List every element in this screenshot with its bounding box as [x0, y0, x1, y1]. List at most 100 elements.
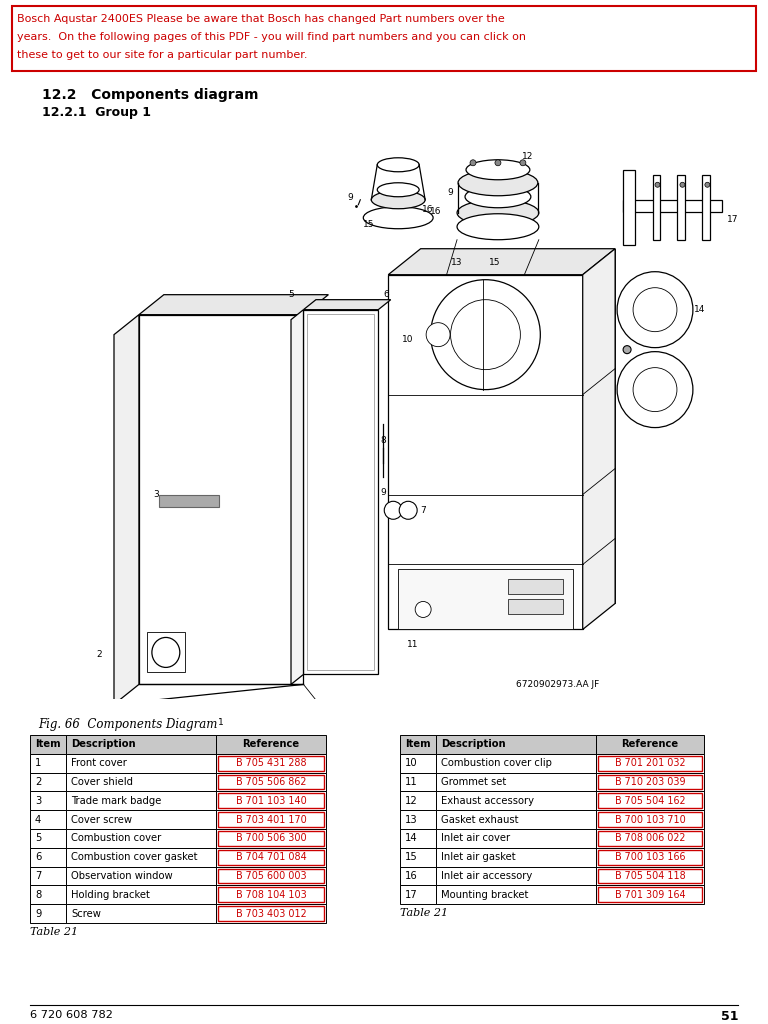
Text: Fig. 66  Components Diagram: Fig. 66 Components Diagram [38, 718, 217, 731]
Ellipse shape [377, 182, 419, 197]
Bar [703, 175, 710, 240]
Text: 9: 9 [35, 908, 41, 919]
Polygon shape [291, 309, 303, 684]
Bar [623, 200, 723, 212]
Bar [216, 810, 326, 829]
Text: Description: Description [71, 739, 136, 750]
Bar [139, 314, 303, 684]
Bar [400, 848, 436, 866]
Text: Observation window: Observation window [71, 871, 173, 881]
Bar [596, 866, 704, 886]
Text: B 701 201 032: B 701 201 032 [614, 758, 685, 768]
Circle shape [520, 160, 526, 166]
Circle shape [495, 160, 501, 166]
Polygon shape [583, 249, 615, 630]
Bar [596, 886, 704, 904]
Text: B 703 401 170: B 703 401 170 [236, 815, 306, 824]
Bar [147, 633, 185, 673]
Text: 5: 5 [289, 290, 294, 299]
Bar [216, 772, 326, 792]
Bar [66, 886, 216, 904]
Text: 1: 1 [218, 718, 224, 727]
Text: Table 21: Table 21 [30, 927, 78, 937]
Bar [216, 886, 326, 904]
Text: 6: 6 [35, 852, 41, 862]
Bar [30, 829, 66, 848]
Text: 4: 4 [35, 815, 41, 824]
Text: 15: 15 [362, 220, 374, 229]
Bar [30, 904, 66, 923]
Text: 7: 7 [35, 871, 41, 881]
Text: B 703 403 012: B 703 403 012 [236, 908, 306, 919]
Ellipse shape [363, 207, 433, 228]
Text: 16: 16 [422, 205, 434, 214]
Text: B 705 506 862: B 705 506 862 [236, 777, 306, 787]
Text: Inlet air gasket: Inlet air gasket [441, 852, 515, 862]
Bar [66, 754, 216, 772]
Circle shape [705, 182, 710, 187]
Bar [436, 848, 596, 866]
Text: 10: 10 [402, 335, 414, 344]
Bar [596, 792, 704, 810]
Bar [30, 754, 66, 772]
Text: 7: 7 [420, 506, 426, 515]
Bar [436, 792, 596, 810]
Text: these to get to our site for a particular part number.: these to get to our site for a particula… [17, 50, 307, 60]
Text: B 708 006 022: B 708 006 022 [615, 834, 685, 844]
Bar [596, 772, 704, 792]
Bar [66, 904, 216, 923]
Bar [400, 810, 436, 829]
Bar [400, 735, 436, 754]
Polygon shape [114, 314, 139, 705]
Bar [218, 850, 324, 864]
Bar [598, 831, 702, 846]
Bar [623, 170, 634, 245]
Text: 12.2.1  Group 1: 12.2.1 Group 1 [42, 106, 151, 119]
Bar [30, 886, 66, 904]
Ellipse shape [466, 160, 530, 180]
Bar [399, 569, 573, 630]
Bar [66, 735, 216, 754]
Bar [400, 886, 436, 904]
Circle shape [384, 502, 402, 519]
Text: Exhaust accessory: Exhaust accessory [441, 796, 534, 806]
Bar [216, 866, 326, 886]
Bar [66, 810, 216, 829]
Text: B 701 103 140: B 701 103 140 [236, 796, 306, 806]
Text: 12: 12 [522, 153, 534, 162]
Text: Description: Description [441, 739, 505, 750]
Text: 6720902973.AA JF: 6720902973.AA JF [516, 680, 599, 689]
Text: B 710 203 039: B 710 203 039 [614, 777, 685, 787]
Text: 8: 8 [380, 436, 386, 445]
Circle shape [470, 160, 476, 166]
Bar [653, 175, 660, 240]
Bar [598, 812, 702, 827]
Text: Table 21: Table 21 [400, 908, 448, 919]
Bar [596, 735, 704, 754]
Bar [159, 495, 219, 507]
Text: 3: 3 [35, 796, 41, 806]
Text: B 705 504 162: B 705 504 162 [614, 796, 685, 806]
Bar [598, 868, 702, 884]
Text: B 705 600 003: B 705 600 003 [236, 871, 306, 881]
Circle shape [431, 280, 541, 389]
Text: 13: 13 [405, 815, 418, 824]
Text: B 700 506 300: B 700 506 300 [236, 834, 306, 844]
Circle shape [623, 346, 631, 353]
Text: 8: 8 [35, 890, 41, 900]
Text: B 700 103 710: B 700 103 710 [614, 815, 685, 824]
Bar [596, 754, 704, 772]
Ellipse shape [457, 214, 539, 240]
Text: Gasket exhaust: Gasket exhaust [441, 815, 518, 824]
Bar [389, 274, 583, 630]
Bar [216, 792, 326, 810]
Bar [307, 313, 374, 671]
Bar [596, 848, 704, 866]
Polygon shape [303, 300, 391, 309]
Text: B 700 103 166: B 700 103 166 [614, 852, 685, 862]
Text: 11: 11 [407, 640, 419, 649]
Ellipse shape [458, 170, 538, 196]
Text: Bosch Aqustar 2400ES Please be aware that Bosch has changed Part numbers over th: Bosch Aqustar 2400ES Please be aware tha… [17, 14, 505, 24]
Bar [598, 850, 702, 864]
Bar [216, 829, 326, 848]
